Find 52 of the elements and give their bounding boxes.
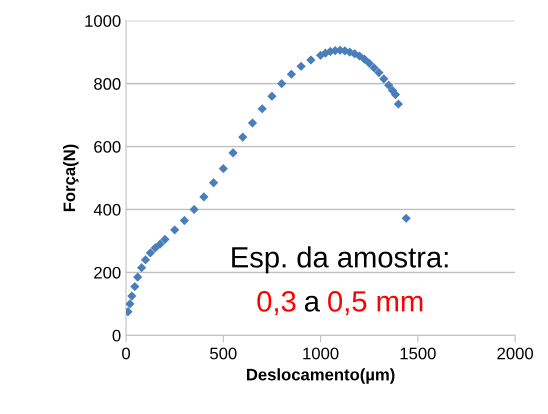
y-tick-label: 400 xyxy=(94,204,121,216)
point xyxy=(296,62,306,71)
x-tick-label: 0 xyxy=(122,348,130,360)
annotation: Esp. da amostra: xyxy=(232,246,448,274)
x-tick-label: 1500 xyxy=(400,348,436,360)
point xyxy=(140,255,150,264)
point xyxy=(384,80,394,90)
point xyxy=(258,104,267,114)
point xyxy=(286,70,296,79)
point xyxy=(402,214,411,223)
y-tick-label: 800 xyxy=(94,78,121,90)
point xyxy=(267,92,277,101)
point xyxy=(364,58,374,68)
x-tick-label: 2000 xyxy=(497,348,534,360)
y-tick-label: 600 xyxy=(94,140,121,153)
point xyxy=(390,90,400,100)
point xyxy=(127,291,136,301)
point xyxy=(199,192,208,202)
point xyxy=(180,216,190,226)
point xyxy=(228,148,238,158)
annotation: 0,5 mm xyxy=(328,291,422,316)
y-axis-title: Força(N) xyxy=(63,144,79,212)
point xyxy=(369,63,379,72)
point xyxy=(208,178,218,188)
point xyxy=(133,272,142,282)
annotation: a xyxy=(304,296,320,312)
point xyxy=(170,225,180,235)
point xyxy=(374,68,384,78)
point xyxy=(306,55,316,65)
point xyxy=(248,118,258,128)
x-tick-label: 1000 xyxy=(303,348,338,360)
point xyxy=(190,204,199,214)
point xyxy=(155,239,165,249)
point xyxy=(354,51,364,61)
point xyxy=(360,54,369,64)
point xyxy=(379,74,388,84)
y-tick-label: 200 xyxy=(94,266,121,279)
x-tick-label: 500 xyxy=(210,348,237,360)
y-tick-label: 0 xyxy=(112,330,121,342)
point xyxy=(160,234,170,244)
point xyxy=(218,164,228,174)
point xyxy=(394,99,403,109)
point xyxy=(146,248,155,258)
point xyxy=(126,299,135,308)
point xyxy=(130,282,140,292)
point xyxy=(238,132,248,142)
point xyxy=(150,243,160,252)
y-tick-label: 1000 xyxy=(85,15,121,27)
point xyxy=(136,263,146,272)
point xyxy=(277,79,286,88)
annotation: 0,3 xyxy=(257,291,296,316)
x-axis-title: Deslocamento(µm) xyxy=(246,368,394,384)
